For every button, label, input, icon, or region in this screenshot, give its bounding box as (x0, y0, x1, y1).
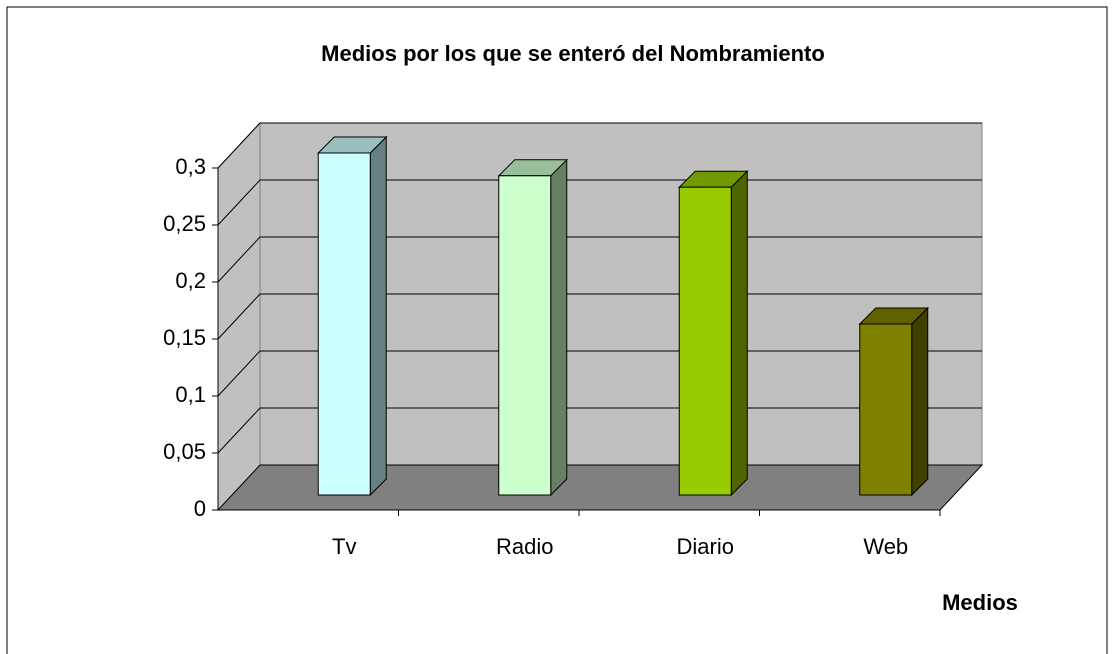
x-tick-label: Tv (332, 534, 356, 559)
x-tick-label: Web (863, 534, 908, 559)
y-tick-label: 0,3 (175, 154, 206, 179)
bar (859, 323, 913, 496)
y-tick-label: 0,1 (175, 382, 206, 407)
bar-side (550, 158, 568, 497)
grid-line (217, 122, 982, 169)
chart-title: Medios por los que se enteró del Nombram… (321, 41, 825, 66)
bar (678, 186, 732, 496)
bar (498, 175, 552, 496)
x-tick-label: Radio (496, 534, 553, 559)
chart-border (6, 6, 1108, 654)
y-tick-label: 0,15 (163, 325, 206, 350)
x-tick-label: Diario (677, 534, 734, 559)
bar-side (911, 306, 929, 497)
bar-side (369, 135, 387, 497)
x-axis-title: Medios (942, 590, 1018, 615)
y-tick-label: 0,25 (163, 211, 206, 236)
y-tick-label: 0 (194, 496, 206, 521)
bar (317, 152, 371, 496)
y-tick-label: 0,05 (163, 439, 206, 464)
y-tick-label: 0,2 (175, 268, 206, 293)
bar-side (730, 169, 748, 497)
